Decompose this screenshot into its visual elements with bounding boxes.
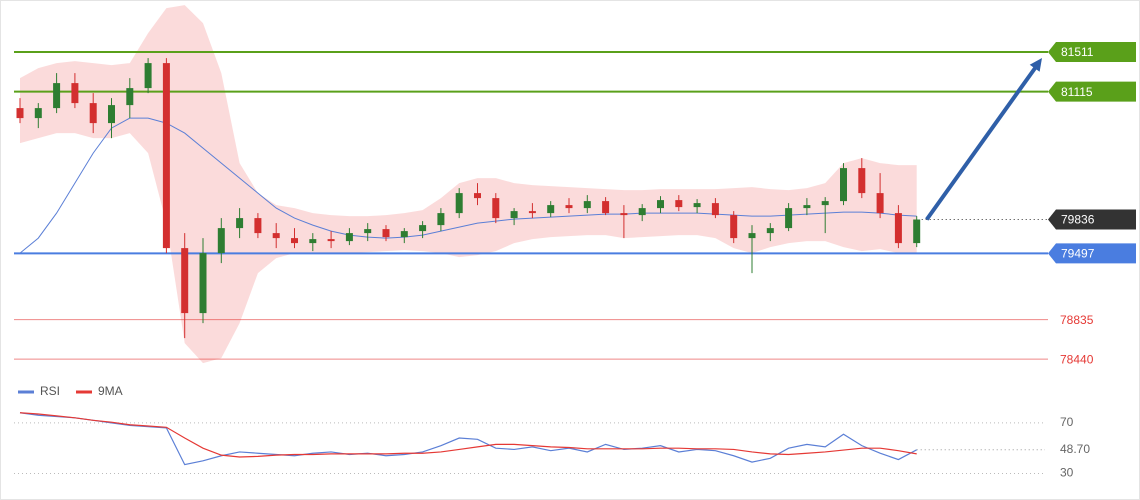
candle-body bbox=[364, 229, 372, 234]
series-line bbox=[19, 412, 917, 458]
candle-body bbox=[858, 168, 866, 194]
candle-body bbox=[730, 215, 738, 239]
candle-body bbox=[620, 213, 628, 216]
candle-body bbox=[748, 233, 756, 239]
candle-body bbox=[254, 218, 262, 234]
candle-body bbox=[16, 108, 24, 119]
level-tag bbox=[1048, 81, 1136, 102]
candle-body bbox=[199, 253, 207, 314]
candle-body bbox=[766, 228, 774, 234]
y-tick-label: 70 bbox=[1060, 415, 1074, 429]
candle-body bbox=[583, 201, 591, 209]
candle-body bbox=[345, 233, 353, 242]
candle-body bbox=[913, 219, 921, 244]
candle-body bbox=[181, 248, 189, 314]
y-tick-label: 30 bbox=[1060, 466, 1074, 480]
candle-body bbox=[528, 211, 536, 214]
candle-body bbox=[437, 213, 445, 226]
candle-body bbox=[894, 213, 902, 244]
candle-body bbox=[657, 200, 664, 209]
candle-body bbox=[602, 201, 610, 214]
candle-body bbox=[144, 63, 152, 89]
series-line bbox=[19, 412, 917, 466]
candle-body bbox=[236, 218, 244, 229]
candle-body bbox=[291, 238, 298, 244]
candle-body bbox=[108, 105, 115, 124]
candle-body bbox=[821, 201, 829, 206]
candle-body bbox=[309, 239, 317, 244]
level-label: 81115 bbox=[1061, 85, 1093, 99]
candle-body bbox=[492, 198, 500, 219]
candle-body bbox=[419, 225, 427, 232]
candle-body bbox=[638, 208, 646, 216]
current-tag bbox=[1048, 209, 1136, 230]
candle-body bbox=[876, 193, 884, 214]
level-label: 81511 bbox=[1061, 45, 1094, 59]
candle-body bbox=[126, 88, 134, 106]
level-label: 78440 bbox=[1060, 352, 1094, 366]
candle-body bbox=[455, 193, 463, 214]
candle-body bbox=[803, 205, 811, 209]
candle-body bbox=[400, 231, 408, 238]
level-tag bbox=[1048, 42, 1136, 62]
legend-label: RSI bbox=[40, 384, 60, 398]
current-label: 48.70 bbox=[1060, 442, 1090, 456]
candle-body bbox=[272, 233, 280, 239]
target-arrow bbox=[925, 62, 1040, 221]
level-label: 78835 bbox=[1060, 313, 1094, 327]
candle-body bbox=[711, 203, 719, 216]
candle-body bbox=[89, 103, 97, 124]
candle-body bbox=[217, 228, 225, 254]
candle-body bbox=[675, 200, 683, 208]
candle-body bbox=[565, 205, 573, 209]
candle-body bbox=[785, 208, 793, 229]
candle-body bbox=[53, 83, 61, 109]
candle-body bbox=[382, 229, 390, 238]
candle-body bbox=[840, 168, 847, 202]
candle-body bbox=[547, 205, 555, 214]
candle-body bbox=[162, 63, 170, 249]
bollinger-band bbox=[20, 5, 917, 364]
candle-body bbox=[474, 193, 481, 199]
level-label: 79497 bbox=[1061, 247, 1095, 261]
level-tag bbox=[1048, 243, 1136, 264]
candle-body bbox=[71, 83, 79, 104]
current-label: 79836 bbox=[1061, 213, 1095, 227]
candle-body bbox=[693, 203, 701, 208]
candle-body bbox=[327, 239, 335, 242]
target-arrowhead bbox=[1029, 58, 1042, 72]
candle-body bbox=[34, 108, 42, 119]
candle-body bbox=[510, 211, 518, 219]
legend-label: 9MA bbox=[98, 384, 123, 398]
